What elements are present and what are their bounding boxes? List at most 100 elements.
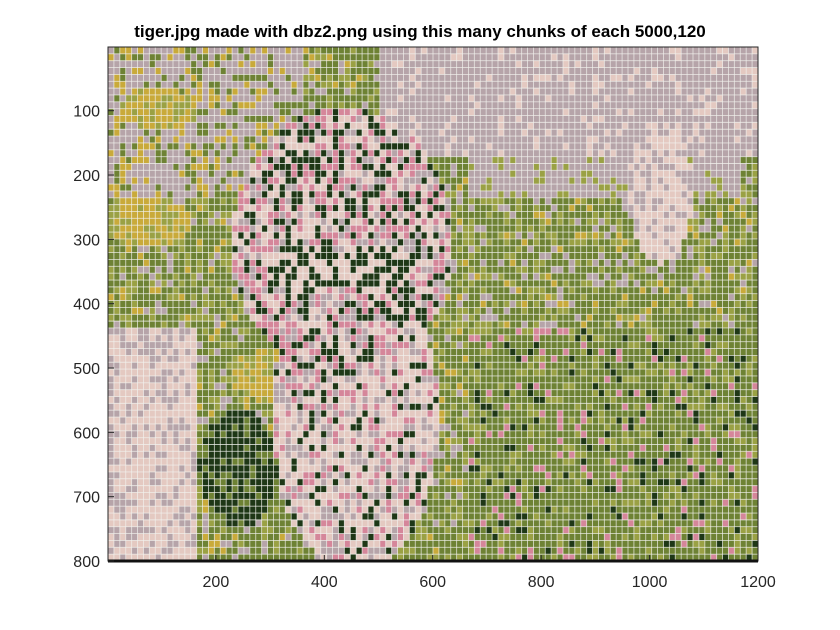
mosaic-tile <box>202 341 209 349</box>
mosaic-tile <box>480 108 487 116</box>
mosaic-tile <box>297 197 304 205</box>
mosaic-tile <box>693 225 700 233</box>
mosaic-tile <box>279 156 286 164</box>
mosaic-tile <box>297 53 304 61</box>
mosaic-tile <box>628 101 635 109</box>
mosaic-tile <box>486 47 493 55</box>
mosaic-tile <box>326 67 333 75</box>
mosaic-tile <box>303 286 310 295</box>
mosaic-tile <box>379 177 387 185</box>
mosaic-tile <box>415 156 422 164</box>
mosaic-tile <box>675 307 682 315</box>
mosaic-tile <box>344 238 351 247</box>
mosaic-tile <box>693 307 700 315</box>
mosaic-tile <box>645 94 652 103</box>
mosaic-tile <box>622 259 629 267</box>
mosaic-tile <box>722 136 729 144</box>
mosaic-tile <box>450 115 457 123</box>
mosaic-tile <box>509 245 517 253</box>
mosaic-tile <box>125 53 132 61</box>
mosaic-tile <box>202 218 209 226</box>
mosaic-tile <box>226 232 233 240</box>
mosaic-tile <box>267 142 274 151</box>
mosaic-tile <box>734 101 741 109</box>
mosaic-tile <box>220 273 227 281</box>
mosaic-tile <box>314 122 322 130</box>
mosaic-tile <box>639 177 647 185</box>
mosaic-tile <box>155 252 162 260</box>
mosaic-tile <box>498 60 505 68</box>
mosaic-tile <box>474 170 481 178</box>
mosaic-tile <box>131 47 138 55</box>
mosaic-tile <box>137 74 144 82</box>
mosaic-tile <box>503 53 511 61</box>
mosaic-tile <box>255 115 262 123</box>
mosaic-tile <box>622 321 629 329</box>
mosaic-tile <box>681 245 688 253</box>
mosaic-tile <box>568 163 576 171</box>
mosaic-tile <box>143 259 150 267</box>
mosaic-tile <box>698 197 706 205</box>
mosaic-tile <box>598 129 605 137</box>
mosaic-tile <box>385 293 392 301</box>
mosaic-tile <box>279 53 286 61</box>
mosaic-tile <box>267 156 274 164</box>
mosaic-tile <box>161 122 168 130</box>
mosaic-tile <box>214 280 221 288</box>
mosaic-tile <box>403 149 410 157</box>
mosaic-tile <box>149 88 156 96</box>
mosaic-tile <box>119 156 127 164</box>
mosaic-tile <box>651 170 658 178</box>
mosaic-tile <box>362 47 369 55</box>
mosaic-tile <box>273 170 280 178</box>
mosaic-tile <box>338 252 345 260</box>
mosaic-tile <box>533 273 540 281</box>
mosaic-tile <box>427 101 434 109</box>
mosaic-tile <box>255 232 262 240</box>
mosaic-tile <box>574 163 582 171</box>
mosaic-tile <box>143 273 150 281</box>
mosaic-tile <box>208 341 215 349</box>
mosaic-tile <box>521 129 528 137</box>
mosaic-tile <box>622 101 629 109</box>
mosaic-tile <box>509 122 517 130</box>
mosaic-tile <box>622 156 629 164</box>
mosaic-tile <box>521 245 528 253</box>
mosaic-tile <box>633 266 641 274</box>
mosaic-tile <box>119 101 127 109</box>
mosaic-tile <box>362 218 369 226</box>
mosaic-tile <box>462 74 469 82</box>
mosaic-tile <box>415 286 422 295</box>
mosaic-tile <box>657 307 664 315</box>
mosaic-tile <box>533 259 540 267</box>
mosaic-tile <box>509 300 517 308</box>
mosaic-tile <box>356 149 363 157</box>
mosaic-tile <box>350 259 357 267</box>
mosaic-tile <box>385 225 392 233</box>
mosaic-tile <box>255 314 262 322</box>
mosaic-tile <box>669 115 676 123</box>
mosaic-tile <box>492 327 499 336</box>
mosaic-tile <box>356 142 363 151</box>
mosaic-tile <box>498 327 505 336</box>
mosaic-tile <box>604 101 611 109</box>
mosaic-tile <box>551 101 558 109</box>
mosaic-tile <box>362 136 369 144</box>
mosaic-tile <box>409 300 416 308</box>
mosaic-tile <box>267 280 274 288</box>
mosaic-tile <box>657 88 664 96</box>
mosaic-tile <box>657 314 664 322</box>
mosaic-tile <box>178 307 186 315</box>
mosaic-tile <box>639 142 647 151</box>
mosaic-tile <box>391 60 398 68</box>
mosaic-tile <box>308 156 316 164</box>
mosaic-tile <box>438 211 446 219</box>
mosaic-tile <box>379 252 387 260</box>
mosaic-tile <box>243 252 251 260</box>
mosaic-tile <box>332 197 339 205</box>
mosaic-tile <box>734 314 741 322</box>
mosaic-tile <box>350 53 357 61</box>
mosaic-tile <box>533 184 540 192</box>
mosaic-tile <box>498 348 505 356</box>
mosaic-tile <box>238 204 245 212</box>
